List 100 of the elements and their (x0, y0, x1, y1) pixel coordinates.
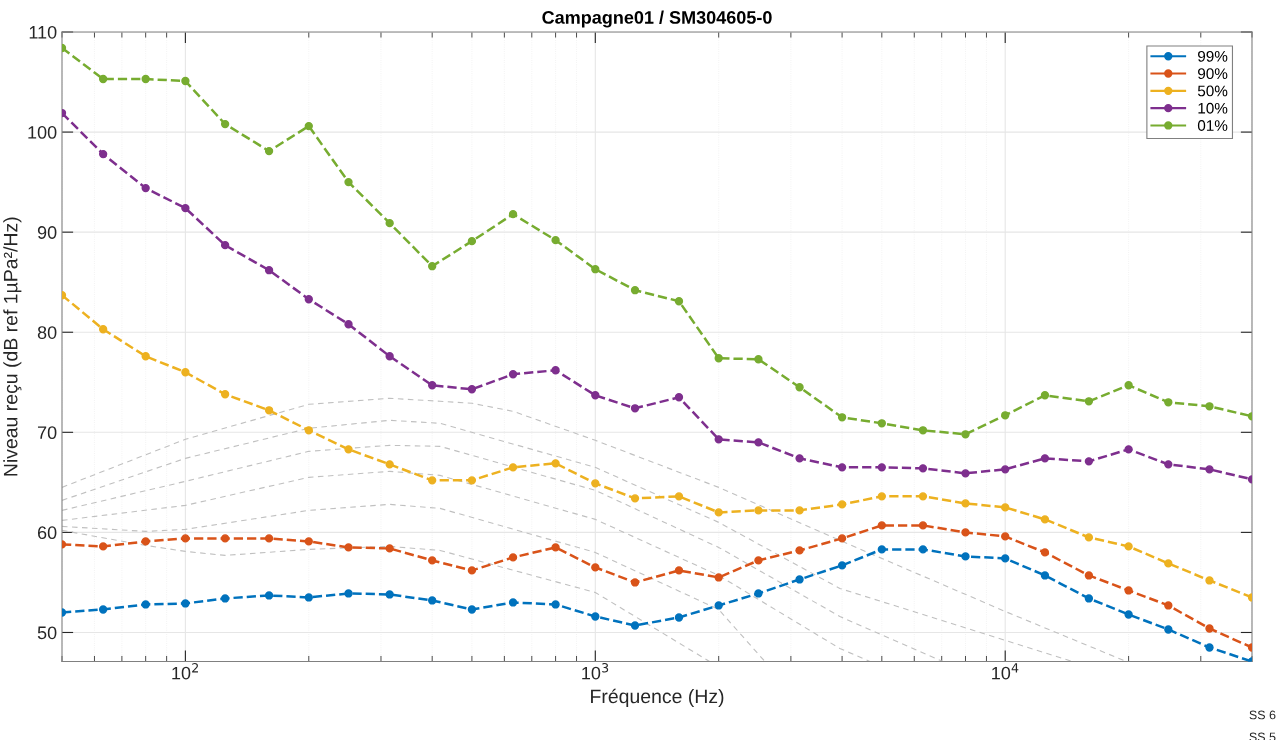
point (344, 320, 353, 329)
point (467, 476, 477, 485)
point (918, 464, 928, 473)
point (918, 492, 928, 501)
y-tick-label: 80 (37, 326, 57, 339)
point (181, 368, 190, 377)
point (877, 521, 886, 530)
point (591, 612, 600, 621)
point (344, 445, 353, 454)
point (1001, 411, 1010, 420)
point (304, 295, 313, 304)
point (1124, 586, 1133, 595)
point (961, 499, 970, 508)
point (1124, 381, 1133, 390)
point (1040, 571, 1050, 580)
point (1205, 576, 1214, 585)
point (181, 76, 190, 86)
x-axis-title: Fréquence (Hz) (591, 688, 724, 708)
legend-label: 01% (1197, 120, 1228, 131)
y-tick-label: 90 (37, 226, 57, 239)
point (467, 605, 477, 614)
point (508, 209, 518, 219)
point (344, 589, 353, 598)
point (264, 146, 274, 156)
point (304, 426, 313, 435)
point (1040, 548, 1050, 557)
text: SS 6 (1249, 710, 1276, 720)
point (98, 542, 108, 551)
point (508, 463, 518, 472)
y-axis-title: Niveau reçu (dB ref 1µPa²/Hz) (3, 217, 22, 476)
y-tick-label: 50 (37, 626, 57, 640)
point (551, 235, 560, 245)
point (220, 390, 230, 399)
point (630, 286, 640, 295)
point (918, 521, 928, 530)
point (385, 590, 394, 599)
x-tick-label: 10$^{3}$ (582, 663, 609, 680)
point (141, 183, 150, 193)
point (877, 492, 886, 501)
point (98, 325, 108, 334)
point (1205, 402, 1214, 411)
point (344, 543, 353, 552)
point (674, 566, 684, 575)
point (508, 370, 518, 379)
point (1205, 624, 1214, 633)
point (98, 74, 108, 84)
point (630, 494, 640, 503)
point (1001, 554, 1010, 563)
point (1164, 398, 1173, 407)
point (674, 297, 684, 306)
point (1164, 460, 1173, 469)
point (181, 534, 190, 543)
point (1040, 391, 1050, 400)
y-tick-label: 100 (28, 126, 57, 139)
point (630, 404, 640, 413)
point (877, 545, 886, 554)
point (304, 537, 313, 546)
point (918, 545, 928, 554)
point (264, 534, 274, 543)
point (837, 561, 847, 570)
point (1001, 532, 1010, 541)
point (1205, 643, 1214, 652)
point (1040, 454, 1050, 463)
point (918, 426, 928, 435)
point (508, 598, 518, 607)
point (98, 149, 108, 159)
point (1205, 465, 1214, 474)
point (795, 506, 804, 515)
point (591, 479, 600, 488)
point (1164, 625, 1173, 634)
point (467, 566, 477, 575)
point (1164, 559, 1173, 568)
point (428, 476, 437, 485)
point (385, 352, 394, 361)
point (630, 621, 640, 630)
point (674, 492, 684, 501)
point (141, 537, 150, 546)
point (551, 600, 560, 609)
point (385, 460, 394, 469)
point (181, 203, 190, 213)
point (837, 413, 847, 422)
point (754, 355, 763, 364)
point (754, 556, 763, 565)
chart-title: Campagne01 / SM304605-0 (542, 10, 772, 28)
point (304, 121, 313, 131)
point (795, 454, 804, 463)
legend-label: 50% (1197, 85, 1228, 97)
point (467, 236, 477, 246)
point (591, 563, 600, 572)
point (961, 469, 970, 478)
point (1001, 503, 1010, 512)
point (1001, 465, 1010, 474)
point (141, 74, 150, 84)
point (141, 352, 150, 361)
point (1124, 445, 1133, 454)
point (674, 393, 684, 402)
legend-label: 90% (1198, 68, 1228, 80)
point (1124, 610, 1133, 619)
y-tick-label: 110 (29, 25, 57, 39)
y-tick-label: 60 (37, 526, 57, 540)
